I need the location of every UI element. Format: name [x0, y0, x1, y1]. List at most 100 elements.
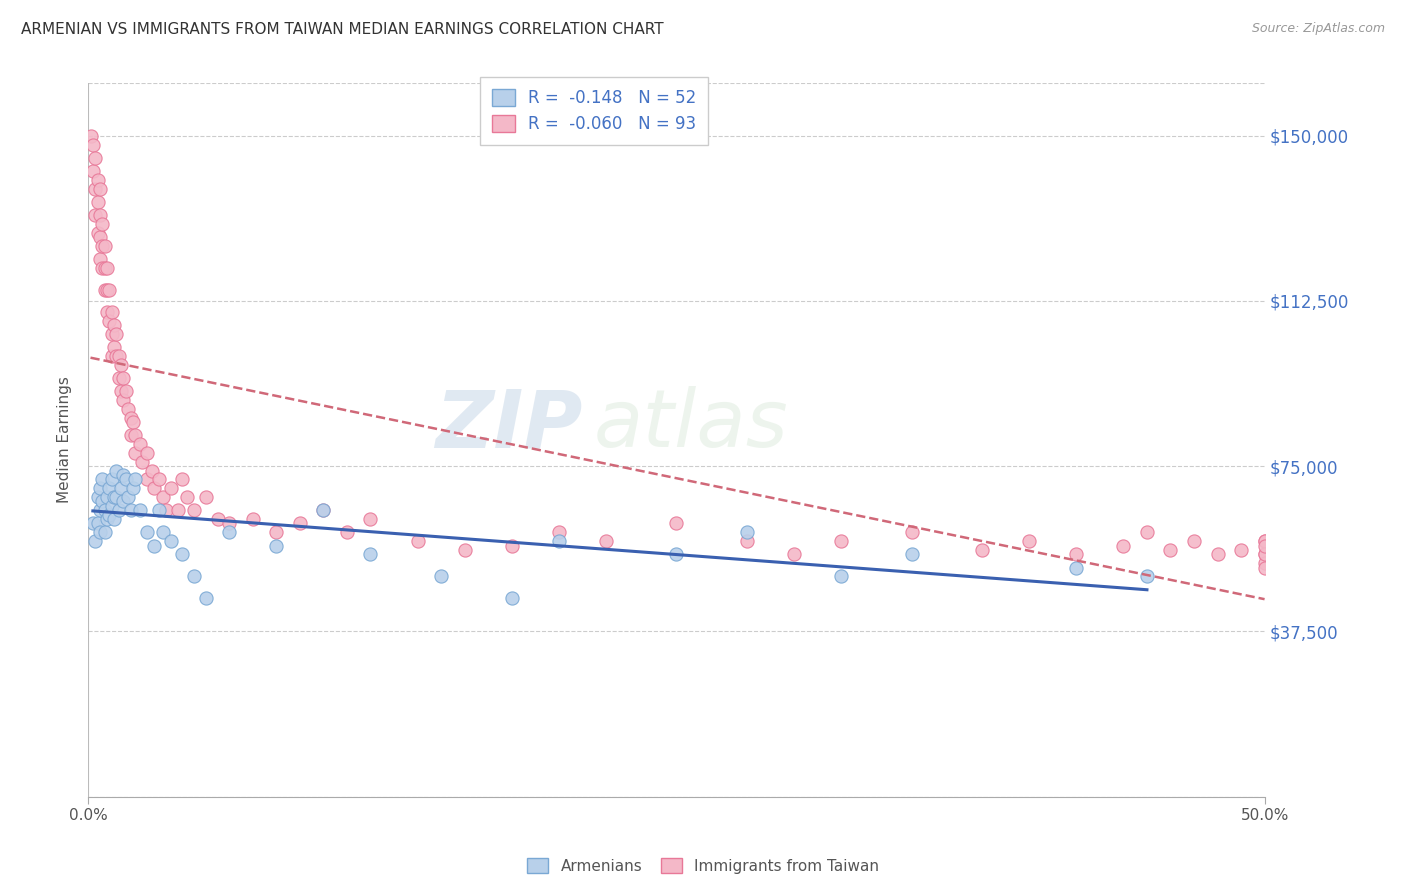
- Point: [665, 547, 688, 561]
- Point: [900, 525, 922, 540]
- Point: [84, 181, 107, 195]
- Point: [112, 494, 135, 508]
- Point: [1182, 534, 1205, 549]
- Point: [86, 226, 108, 240]
- Point: [96, 283, 118, 297]
- Point: [124, 446, 146, 460]
- Point: [103, 490, 125, 504]
- Point: [84, 151, 107, 165]
- Point: [124, 472, 146, 486]
- Legend: R =  -0.148   N = 52, R =  -0.060   N = 93: R = -0.148 N = 52, R = -0.060 N = 93: [479, 77, 709, 145]
- Text: atlas: atlas: [593, 386, 789, 465]
- Point: [136, 525, 159, 540]
- Point: [1018, 534, 1040, 549]
- Point: [143, 481, 166, 495]
- Point: [430, 569, 453, 583]
- Point: [288, 516, 311, 531]
- Point: [735, 525, 758, 540]
- Point: [96, 305, 118, 319]
- Point: [107, 371, 129, 385]
- Point: [89, 252, 111, 266]
- Point: [84, 208, 107, 222]
- Point: [79, 128, 101, 143]
- Point: [93, 525, 115, 540]
- Point: [110, 481, 132, 495]
- Point: [93, 239, 115, 253]
- Point: [98, 481, 121, 495]
- Point: [96, 512, 118, 526]
- Point: [107, 503, 129, 517]
- Point: [100, 349, 122, 363]
- Legend: Armenians, Immigrants from Taiwan: Armenians, Immigrants from Taiwan: [520, 852, 886, 880]
- Point: [783, 547, 806, 561]
- Point: [148, 472, 170, 486]
- Point: [100, 305, 122, 319]
- Point: [900, 547, 922, 561]
- Point: [830, 569, 852, 583]
- Point: [93, 503, 115, 517]
- Point: [120, 503, 142, 517]
- Point: [1206, 547, 1229, 561]
- Point: [105, 326, 128, 341]
- Point: [547, 534, 569, 549]
- Point: [98, 508, 121, 522]
- Point: [105, 349, 128, 363]
- Point: [360, 547, 382, 561]
- Point: [86, 516, 108, 531]
- Point: [124, 428, 146, 442]
- Point: [218, 516, 240, 531]
- Point: [172, 547, 194, 561]
- Point: [1253, 534, 1275, 549]
- Point: [501, 539, 523, 553]
- Point: [103, 340, 125, 354]
- Point: [830, 534, 852, 549]
- Point: [103, 512, 125, 526]
- Point: [1066, 560, 1088, 574]
- Point: [152, 490, 174, 504]
- Point: [121, 481, 143, 495]
- Point: [91, 472, 114, 486]
- Point: [91, 494, 114, 508]
- Point: [1253, 547, 1275, 561]
- Text: ZIP: ZIP: [434, 386, 582, 465]
- Point: [136, 472, 159, 486]
- Point: [129, 437, 152, 451]
- Point: [117, 401, 139, 416]
- Point: [100, 326, 122, 341]
- Point: [82, 164, 104, 178]
- Point: [155, 503, 177, 517]
- Point: [86, 490, 108, 504]
- Point: [91, 260, 114, 275]
- Point: [89, 181, 111, 195]
- Point: [152, 525, 174, 540]
- Point: [103, 318, 125, 333]
- Point: [1066, 547, 1088, 561]
- Point: [105, 464, 128, 478]
- Point: [98, 314, 121, 328]
- Point: [120, 410, 142, 425]
- Point: [312, 503, 335, 517]
- Point: [91, 217, 114, 231]
- Point: [136, 446, 159, 460]
- Point: [100, 472, 122, 486]
- Point: [89, 503, 111, 517]
- Point: [110, 358, 132, 372]
- Text: Source: ZipAtlas.com: Source: ZipAtlas.com: [1251, 22, 1385, 36]
- Point: [595, 534, 617, 549]
- Point: [91, 239, 114, 253]
- Point: [112, 468, 135, 483]
- Point: [96, 260, 118, 275]
- Point: [312, 503, 335, 517]
- Point: [207, 512, 229, 526]
- Point: [166, 503, 188, 517]
- Point: [1253, 556, 1275, 570]
- Point: [501, 591, 523, 606]
- Point: [266, 539, 288, 553]
- Point: [93, 260, 115, 275]
- Point: [159, 481, 181, 495]
- Point: [1112, 539, 1135, 553]
- Point: [194, 591, 217, 606]
- Point: [1253, 539, 1275, 553]
- Point: [141, 464, 163, 478]
- Point: [218, 525, 240, 540]
